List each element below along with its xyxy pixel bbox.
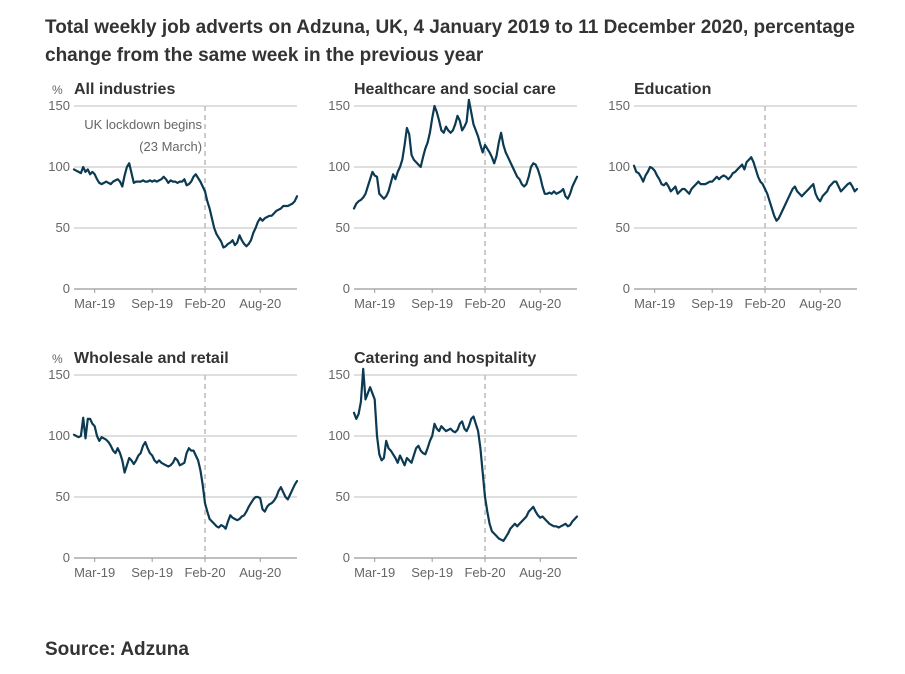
x-tick-label: Aug-20	[239, 296, 281, 311]
annotation-label: (23 March)	[139, 139, 202, 154]
y-tick-label: 0	[63, 550, 70, 565]
x-tick-label: Sep-19	[691, 296, 733, 311]
x-tick-label: Mar-19	[634, 296, 675, 311]
x-tick-label: Sep-19	[411, 565, 453, 580]
annotation-label: UK lockdown begins	[84, 117, 202, 132]
x-tick-label: Sep-19	[411, 296, 453, 311]
y-axis-unit: %	[52, 352, 63, 366]
y-tick-label: 100	[608, 159, 630, 174]
x-tick-label: Feb-20	[184, 565, 225, 580]
series-line	[632, 156, 859, 222]
y-tick-label: 0	[343, 550, 350, 565]
y-tick-label: 100	[328, 428, 350, 443]
y-tick-label: 150	[48, 367, 70, 382]
y-tick-label: 0	[623, 281, 630, 296]
x-tick-label: Aug-20	[239, 565, 281, 580]
y-axis-unit: %	[52, 83, 63, 97]
x-tick-label: Aug-20	[519, 296, 561, 311]
y-tick-label: 50	[336, 489, 350, 504]
y-tick-label: 50	[336, 220, 350, 235]
y-tick-label: 50	[616, 220, 630, 235]
y-tick-label: 50	[56, 220, 70, 235]
source-note: Source: Adzuna	[45, 639, 189, 660]
x-tick-label: Mar-19	[74, 565, 115, 580]
series-line	[72, 416, 299, 530]
x-tick-label: Mar-19	[354, 296, 395, 311]
x-tick-label: Feb-20	[744, 296, 785, 311]
x-tick-label: Feb-20	[184, 296, 225, 311]
panel-title: Education	[634, 81, 711, 98]
x-tick-label: Mar-19	[74, 296, 115, 311]
x-tick-label: Mar-19	[354, 565, 395, 580]
x-tick-label: Feb-20	[464, 565, 505, 580]
y-tick-label: 150	[608, 98, 630, 113]
series-line	[352, 98, 579, 210]
y-tick-label: 100	[328, 159, 350, 174]
x-tick-label: Aug-20	[799, 296, 841, 311]
panel-title: All industries	[74, 81, 175, 98]
y-tick-label: 150	[328, 98, 350, 113]
panel-title: Healthcare and social care	[354, 81, 556, 98]
y-tick-label: 100	[48, 159, 70, 174]
figure-title: Total weekly job adverts on Adzuna, UK, …	[45, 17, 855, 66]
series-line	[72, 162, 299, 249]
panel-title: Catering and hospitality	[354, 350, 536, 367]
x-tick-label: Sep-19	[131, 296, 173, 311]
x-tick-label: Aug-20	[519, 565, 561, 580]
y-tick-label: 0	[343, 281, 350, 296]
series-line	[352, 367, 579, 543]
y-tick-label: 0	[63, 281, 70, 296]
y-tick-label: 150	[48, 98, 70, 113]
panel-title: Wholesale and retail	[74, 350, 229, 367]
y-tick-label: 150	[328, 367, 350, 382]
x-tick-label: Sep-19	[131, 565, 173, 580]
x-tick-label: Feb-20	[464, 296, 505, 311]
y-tick-label: 50	[56, 489, 70, 504]
y-tick-label: 100	[48, 428, 70, 443]
